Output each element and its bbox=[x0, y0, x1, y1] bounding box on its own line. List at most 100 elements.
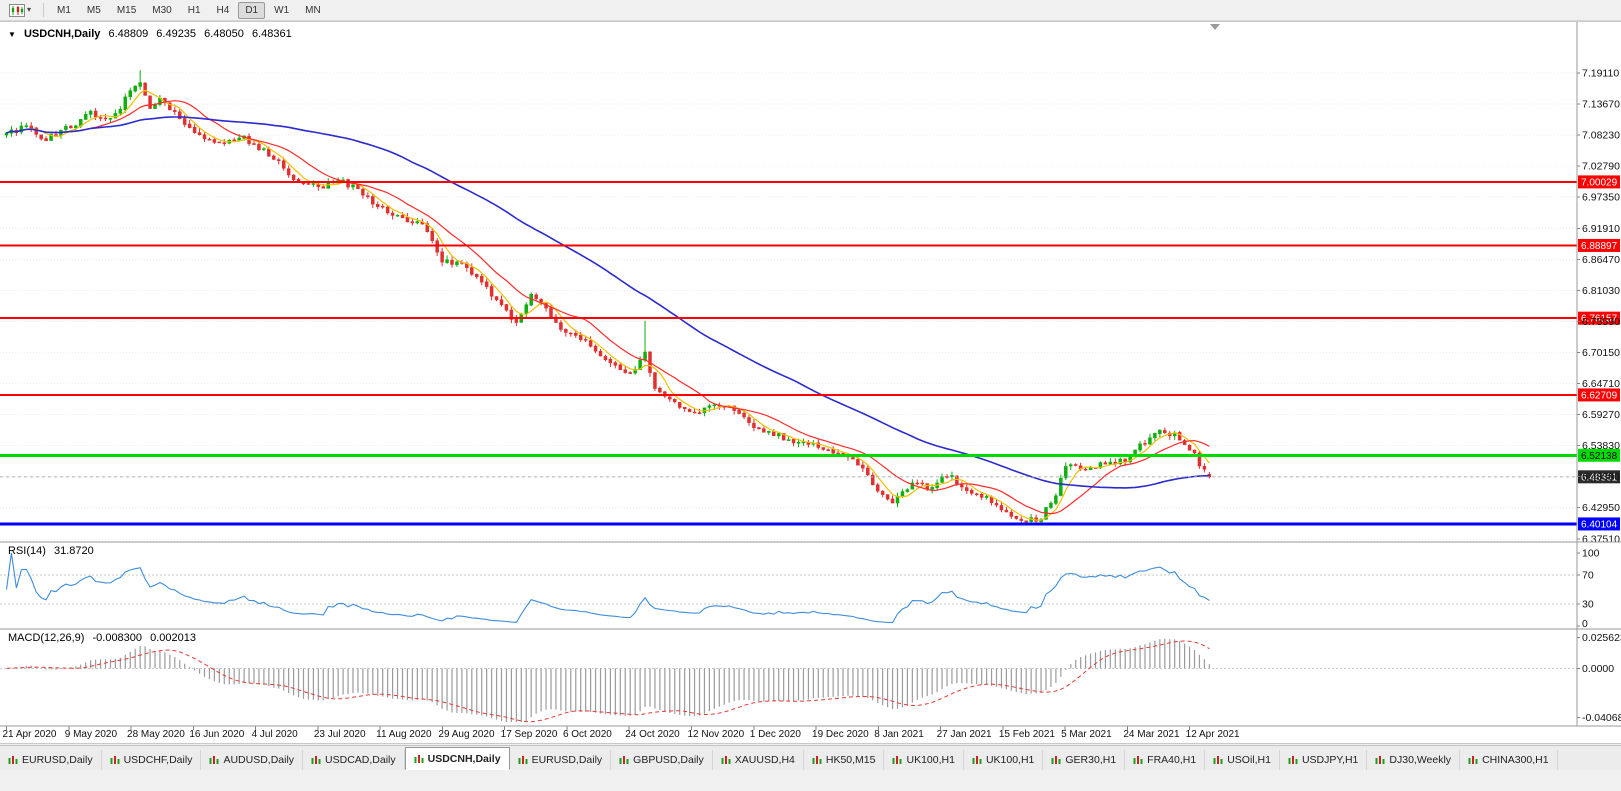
date-tick-label: 17 Sep 2020 bbox=[501, 729, 558, 740]
chart-tab-5-eurusd-daily[interactable]: EURUSD,Daily bbox=[509, 750, 612, 770]
chart-tab-2-audusd-daily[interactable]: AUDUSD,Daily bbox=[201, 750, 304, 770]
price-tick-label: 6.75590 bbox=[1582, 316, 1620, 328]
macd-histogram bbox=[10, 638, 1210, 722]
price-tick-label: 6.64710 bbox=[1582, 378, 1620, 390]
price-tick-label: 7.02790 bbox=[1582, 161, 1620, 173]
rsi-scale-label: 70 bbox=[1582, 569, 1594, 581]
macd-signal-value: 0.002013 bbox=[150, 632, 196, 644]
timeframe-button-h4[interactable]: H4 bbox=[216, 4, 230, 16]
macd-scale-label: 0.025623 bbox=[1582, 632, 1621, 644]
timeframe-button-m30[interactable]: M30 bbox=[152, 4, 172, 16]
toolbar-separator bbox=[43, 3, 45, 17]
tab-label: USDCHF,Daily bbox=[123, 754, 193, 766]
timeframe-button-d1[interactable]: D1 bbox=[238, 1, 266, 19]
rsi-scale-label: 0 bbox=[1582, 618, 1588, 630]
chart-window: 7.00029 6.88897 6.76157 6.62709 6.52138 6.401… bbox=[0, 21, 1621, 744]
chart-tab-12-fra40-h1[interactable]: FRA40,H1 bbox=[1125, 750, 1206, 770]
date-tick-label: 9 May 2020 bbox=[65, 729, 118, 740]
tab-label: USDJPY,H1 bbox=[1301, 754, 1359, 766]
tab-label: FRA40,H1 bbox=[1147, 754, 1197, 766]
mini-chart-icon bbox=[1288, 756, 1298, 764]
chart-tab-0-eurusd-daily[interactable]: EURUSD,Daily bbox=[0, 750, 102, 770]
level-badge bbox=[1578, 517, 1620, 531]
tab-label: USOil,H1 bbox=[1227, 754, 1271, 766]
chart-tab-7-xauusd-h4[interactable]: XAUUSD,H4 bbox=[712, 750, 804, 770]
symbol-period-label: USDCNH,Daily bbox=[23, 28, 101, 40]
candlestick-chart-icon bbox=[9, 3, 25, 17]
price-scale[interactable] bbox=[1577, 21, 1621, 726]
tab-label: AUDUSD,Daily bbox=[223, 754, 295, 766]
chart-tab-4-usdcnh-daily[interactable]: USDCNH,Daily bbox=[404, 747, 510, 770]
date-tick-label: 29 Aug 2020 bbox=[438, 729, 495, 740]
chart-tab-9-uk100-h1[interactable]: UK100,H1 bbox=[884, 750, 964, 770]
date-tick-label: 11 Aug 2020 bbox=[376, 729, 432, 740]
price-tick-label: 6.53830 bbox=[1582, 440, 1620, 452]
tab-label: GBPUSD,Daily bbox=[633, 754, 704, 766]
chart-tab-10-uk100-h1[interactable]: UK100,H1 bbox=[963, 750, 1044, 770]
date-tick-label: 19 Dec 2020 bbox=[812, 729, 869, 740]
tab-label: EURUSD,Daily bbox=[531, 754, 603, 766]
tab-label: XAUUSD,H4 bbox=[734, 754, 795, 766]
bottom-strip bbox=[0, 770, 1621, 791]
chart-tab-15-dj30-weekly[interactable]: DJ30,Weekly bbox=[1367, 750, 1461, 770]
timeframe-button-mn[interactable]: MN bbox=[305, 4, 321, 16]
chart-tab-16-china300-h1[interactable]: CHINA300,H1 bbox=[1460, 750, 1558, 770]
mini-chart-icon bbox=[110, 756, 120, 764]
mini-chart-icon bbox=[812, 756, 822, 764]
mini-chart-icon bbox=[1051, 756, 1061, 764]
chart-tab-8-hk50-m15[interactable]: HK50,M15 bbox=[803, 750, 885, 770]
level-badge bbox=[1578, 311, 1620, 325]
chevron-down-icon: ▾ bbox=[27, 5, 32, 14]
tab-label: USDCAD,Daily bbox=[325, 754, 396, 766]
macd-name: MACD(12,26,9) bbox=[8, 632, 85, 644]
high-value: 6.49235 bbox=[156, 28, 197, 40]
rsi-scale-label: 30 bbox=[1582, 599, 1594, 611]
chart-tab-13-usoil-h1[interactable]: USOil,H1 bbox=[1205, 750, 1280, 770]
chart-tab-11-ger30-h1[interactable]: GER30,H1 bbox=[1043, 750, 1126, 770]
rsi-line bbox=[5, 552, 1210, 624]
chart-tab-1-usdchf-daily[interactable]: USDCHF,Daily bbox=[101, 750, 202, 770]
moving-average-line bbox=[6, 100, 1210, 515]
price-tick-label: 6.81030 bbox=[1582, 285, 1620, 297]
date-tick-label: 28 May 2020 bbox=[127, 729, 185, 740]
low-value: 6.48050 bbox=[204, 28, 244, 40]
rsi-indicator-label: RSI(14) 31.8720 bbox=[8, 545, 99, 557]
mini-chart-icon bbox=[1133, 756, 1143, 764]
level-badge-value: 6.88897 bbox=[1581, 241, 1618, 252]
chart-canvas[interactable]: 7.00029 6.88897 6.76157 6.62709 6.52138 6.401… bbox=[0, 21, 1621, 744]
level-badge-value: 6.62709 bbox=[1581, 390, 1618, 401]
date-tick-label: 1 Dec 2020 bbox=[750, 729, 802, 740]
timeframe-button-m15[interactable]: M15 bbox=[116, 4, 137, 16]
rsi-value: 31.8720 bbox=[53, 545, 94, 557]
close-value: 6.48361 bbox=[251, 28, 292, 40]
time-axis[interactable]: 21 Apr 2020 9 May 2020 28 May 2020 16 Jun 2… bbox=[3, 726, 1241, 740]
price-tick-label: 7.13670 bbox=[1582, 99, 1620, 111]
timeframe-button-w1[interactable]: W1 bbox=[274, 4, 290, 16]
date-tick-label: 12 Nov 2020 bbox=[687, 729, 744, 740]
chart-tab-14-usdjpy-h1[interactable]: USDJPY,H1 bbox=[1279, 750, 1368, 770]
chart-tab-6-gbpusd-daily[interactable]: GBPUSD,Daily bbox=[611, 750, 713, 770]
date-tick-label: 23 Jul 2020 bbox=[314, 729, 366, 740]
chart-shift-marker-icon[interactable] bbox=[1210, 24, 1220, 30]
tab-label: GER30,H1 bbox=[1065, 754, 1117, 766]
chart-menu-button[interactable]: ▾ bbox=[4, 2, 36, 19]
mini-chart-icon bbox=[311, 756, 321, 764]
date-tick-label: 21 Apr 2020 bbox=[3, 729, 57, 740]
chart-tab-3-usdcad-daily[interactable]: USDCAD,Daily bbox=[303, 750, 405, 770]
timeframe-button-m5[interactable]: M5 bbox=[86, 4, 101, 16]
mini-chart-icon bbox=[209, 756, 219, 764]
timeframe-buttons-group: M1 M5 M15 M30 H1 H4 D1 W1 MN bbox=[49, 1, 329, 19]
tab-label: HK50,M15 bbox=[825, 754, 876, 766]
open-value: 6.48809 bbox=[108, 28, 149, 40]
timeframe-button-h1[interactable]: H1 bbox=[187, 4, 201, 16]
mini-chart-icon bbox=[518, 756, 528, 764]
date-tick-label: 24 Oct 2020 bbox=[625, 729, 680, 740]
top-toolbar: ▾ M1 M5 M15 M30 H1 H4 D1 W1 MN bbox=[0, 0, 1621, 21]
date-tick-label: 4 Jul 2020 bbox=[252, 729, 299, 740]
collapse-arrow-icon[interactable]: ▼ bbox=[8, 30, 16, 39]
moving-average-line bbox=[6, 89, 1210, 521]
level-badge bbox=[1578, 238, 1620, 252]
macd-indicator-label: MACD(12,26,9) -0.008300 0.002013 bbox=[8, 632, 201, 644]
timeframe-button-m1[interactable]: M1 bbox=[57, 4, 71, 16]
rsi-name: RSI(14) bbox=[8, 545, 46, 557]
